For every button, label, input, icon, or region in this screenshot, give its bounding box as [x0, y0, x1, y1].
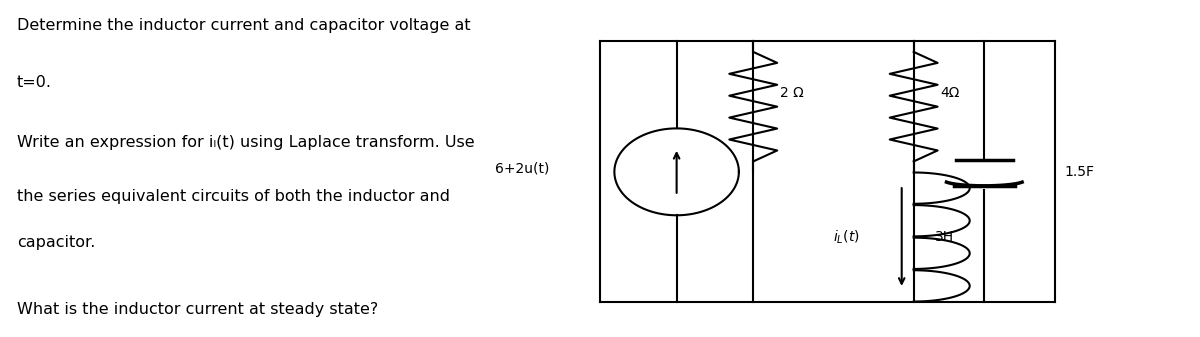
Text: 4Ω: 4Ω — [940, 86, 959, 100]
Text: 3H: 3H — [935, 230, 954, 244]
Text: capacitor.: capacitor. — [17, 235, 95, 250]
Text: Determine the inductor current and capacitor voltage at: Determine the inductor current and capac… — [17, 18, 470, 33]
Text: 1.5F: 1.5F — [1064, 165, 1094, 179]
Text: the series equivalent circuits of both the inductor and: the series equivalent circuits of both t… — [17, 189, 450, 204]
Text: 6+2u(t): 6+2u(t) — [496, 161, 550, 176]
Text: What is the inductor current at steady state?: What is the inductor current at steady s… — [17, 302, 378, 317]
Text: $i_L(t)$: $i_L(t)$ — [833, 228, 859, 246]
Text: Write an expression for iₗ(t) using Laplace transform. Use: Write an expression for iₗ(t) using Lapl… — [17, 135, 474, 150]
Text: 2 Ω: 2 Ω — [780, 86, 803, 100]
Text: t=0.: t=0. — [17, 75, 52, 90]
